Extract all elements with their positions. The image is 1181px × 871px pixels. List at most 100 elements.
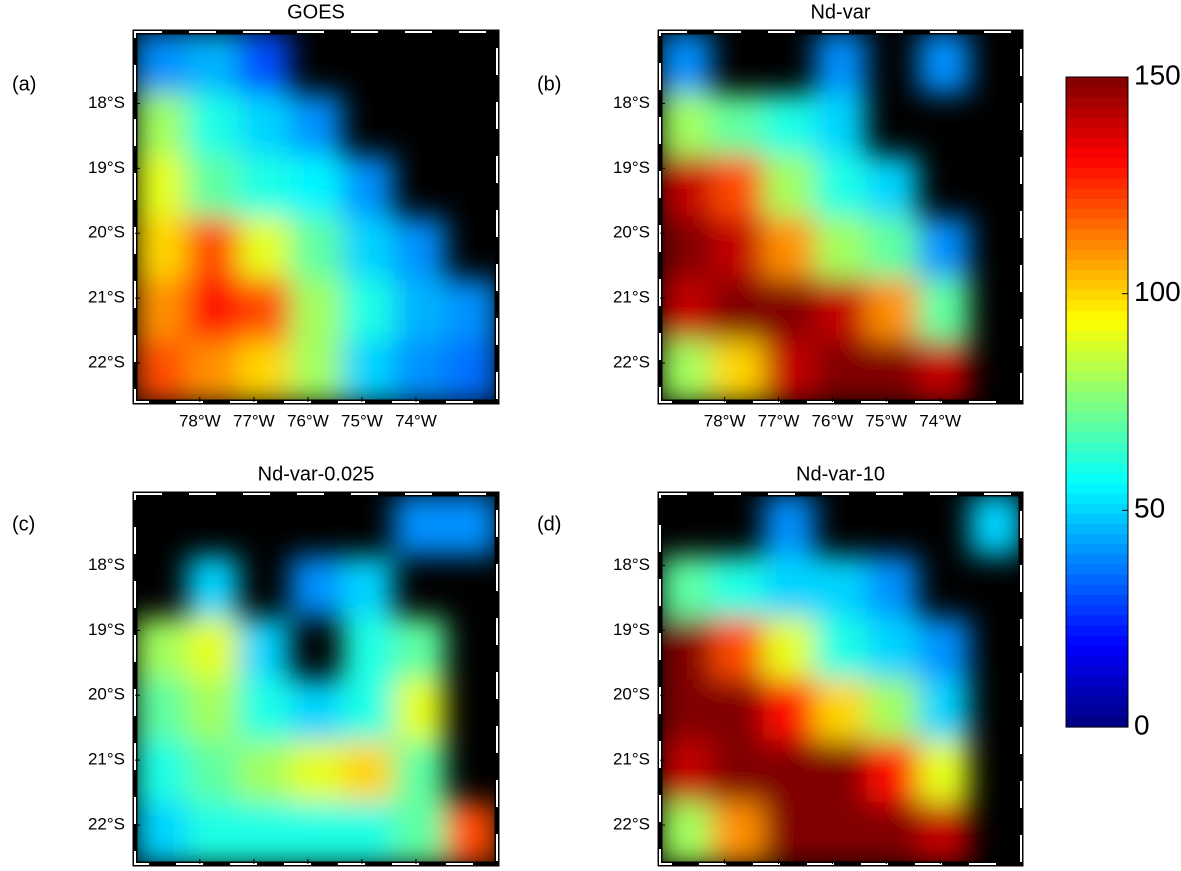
colorbar-step [1066,371,1128,383]
colorbar-step [1066,696,1128,708]
colorbar-step [1066,625,1128,637]
colorbar-step [1066,269,1128,281]
x-tick-label: 78°W [179,411,221,430]
colorbar-step [1066,716,1128,728]
colorbar-tick-label: 100 [1134,276,1181,307]
y-tick-label: 19°S [613,158,650,177]
colorbar-step [1066,615,1128,627]
heatmap-cell [917,340,970,402]
heatmap-cell [341,155,395,218]
colorbar-step [1066,462,1128,474]
heatmap-cell [763,93,816,156]
heatmap-cell [763,494,816,557]
x-tick-label: 75°W [341,411,383,430]
y-tick-label: 19°S [613,620,650,639]
heatmap-cell [711,217,764,280]
y-tick-label: 20°S [613,685,650,704]
heatmap-cell [393,217,446,280]
heatmap-cell [238,740,291,803]
heatmap-cell [917,32,970,95]
colorbar-step [1066,320,1128,332]
colorbar-step [1066,452,1128,464]
heatmap-cell [866,740,919,803]
panel-label: (c) [12,513,35,535]
colorbar-step [1066,442,1128,454]
colorbar-step [1066,117,1128,129]
heatmap-cell [341,555,395,618]
heatmap-cell [711,740,764,803]
y-tick-label: 20°S [88,685,125,704]
y-tick-label: 22°S [613,815,650,834]
colorbar-step [1066,178,1128,190]
colorbar-frame [1065,76,1129,728]
y-tick-label: 20°S [613,223,650,242]
panel-title: GOES [287,1,345,23]
colorbar-step [1066,137,1128,149]
heatmap-cell [866,155,919,218]
heatmap-cell [917,679,970,742]
heatmap-cell [917,740,970,803]
heatmap-cell [135,93,188,156]
y-tick-label: 18°S [88,555,125,574]
heatmap-cell [866,217,919,280]
colorbar-step [1066,503,1128,515]
colorbar-step [1066,432,1128,444]
colorbar-step [1066,168,1128,180]
heatmap-cells [660,494,1021,864]
colorbar-step [1066,361,1128,373]
colorbar-step [1066,686,1128,698]
heatmap-cell [660,32,713,95]
heatmap-cell [135,340,188,402]
colorbar-step [1066,127,1128,139]
colorbar-step [1066,239,1128,251]
heatmap-cell [393,802,446,864]
colorbar-step [1066,381,1128,393]
heatmap-cell [445,340,497,402]
heatmap-cell [186,740,239,803]
colorbar-step [1066,391,1128,403]
colorbar-step [1066,676,1128,687]
heatmap-cell [290,93,343,156]
heatmap-cell [135,617,188,680]
y-tick-label: 19°S [88,158,125,177]
colorbar-step [1066,341,1128,352]
heatmap-cell [969,494,1021,557]
heatmap-cell [238,802,291,864]
map-frame-dash [134,31,498,403]
heatmap-cell [711,93,764,156]
heatmap-cell [238,217,291,280]
colorbar-step [1066,483,1128,495]
heatmap-cell [763,679,816,742]
y-tick-label: 22°S [88,815,125,834]
map-frame-dash [134,493,498,865]
x-tick-label: 77°W [758,411,800,430]
colorbar-step [1066,605,1128,616]
heatmap-cell [763,217,816,280]
y-tick-label: 21°S [88,750,125,769]
heatmap-cell [711,617,764,680]
heatmap-cell [814,679,867,742]
heatmap-cell [290,278,343,341]
x-tick-label: 74°W [919,411,961,430]
panel-label: (b) [537,73,561,95]
heatmap-cell [814,217,867,280]
heatmap-cell [341,617,395,680]
heatmap-cells [135,494,497,864]
heatmap-cell [866,278,919,341]
heatmap-cell [238,155,291,218]
colorbar-step [1066,351,1128,362]
heatmap-cell [763,617,816,680]
heatmap-cell [341,679,395,742]
heatmap-cell [341,278,395,341]
heatmap-cell [917,217,970,280]
heatmap-cell [763,740,816,803]
colorbar-step [1066,655,1128,667]
heatmap-cell [814,278,867,341]
heatmap [660,494,1021,864]
heatmap-cell [866,617,919,680]
heatmap-cell [238,278,291,341]
heatmap-cell [711,340,764,402]
heatmap-cell [660,278,713,341]
colorbar-step [1066,290,1128,302]
heatmap [660,32,970,402]
